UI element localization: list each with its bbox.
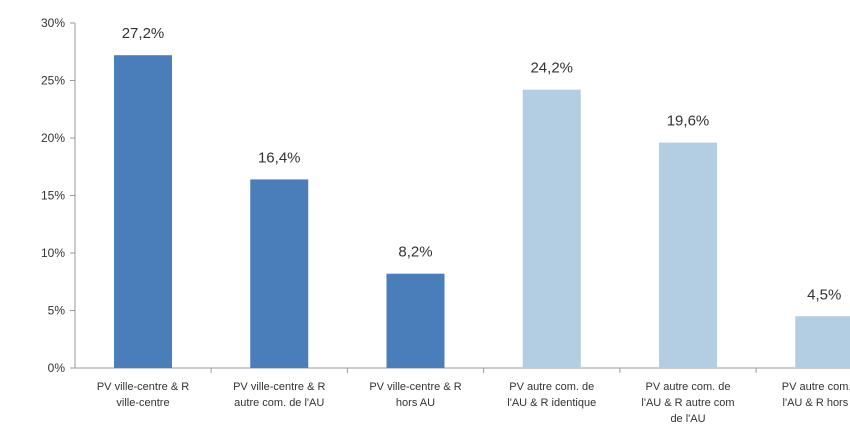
- data-label: 4,5%: [807, 286, 841, 303]
- category-label: de l'AU: [670, 413, 705, 425]
- y-tick-label: 30%: [41, 16, 65, 30]
- bar: [386, 273, 445, 368]
- category-label: autre com. de l'AU: [234, 397, 324, 409]
- data-label: 24,2%: [530, 60, 573, 77]
- y-tick-label: 10%: [41, 246, 65, 260]
- category-label: PV ville-centre & R: [369, 381, 461, 393]
- category-label: PV autre com. de: [782, 381, 850, 393]
- bar: [659, 142, 717, 368]
- y-tick-label: 25%: [41, 74, 65, 88]
- data-label: 19,6%: [667, 113, 710, 130]
- bar: [250, 179, 309, 368]
- data-label: 27,2%: [122, 25, 165, 42]
- y-tick-label: 0%: [48, 361, 66, 375]
- category-label: l'AU & R identique: [507, 397, 596, 409]
- y-tick-label: 20%: [41, 131, 65, 145]
- category-label: l'AU & R autre com: [641, 397, 734, 409]
- bar: [114, 55, 172, 368]
- data-label: 8,2%: [398, 244, 432, 261]
- y-tick-label: 15%: [41, 189, 65, 203]
- category-label: ville-centre: [116, 397, 169, 409]
- bar: [522, 89, 581, 368]
- category-label: PV ville-centre & R: [97, 381, 189, 393]
- category-label: l'AU & R hors AU: [783, 397, 850, 409]
- y-tick-label: 5%: [48, 304, 66, 318]
- category-label: PV autre com. de: [646, 381, 731, 393]
- category-label: hors AU: [396, 397, 435, 409]
- data-label: 16,4%: [258, 149, 301, 166]
- bar: [795, 316, 850, 368]
- category-label: PV ville-centre & R: [233, 381, 325, 393]
- category-label: PV autre com. de: [509, 381, 594, 393]
